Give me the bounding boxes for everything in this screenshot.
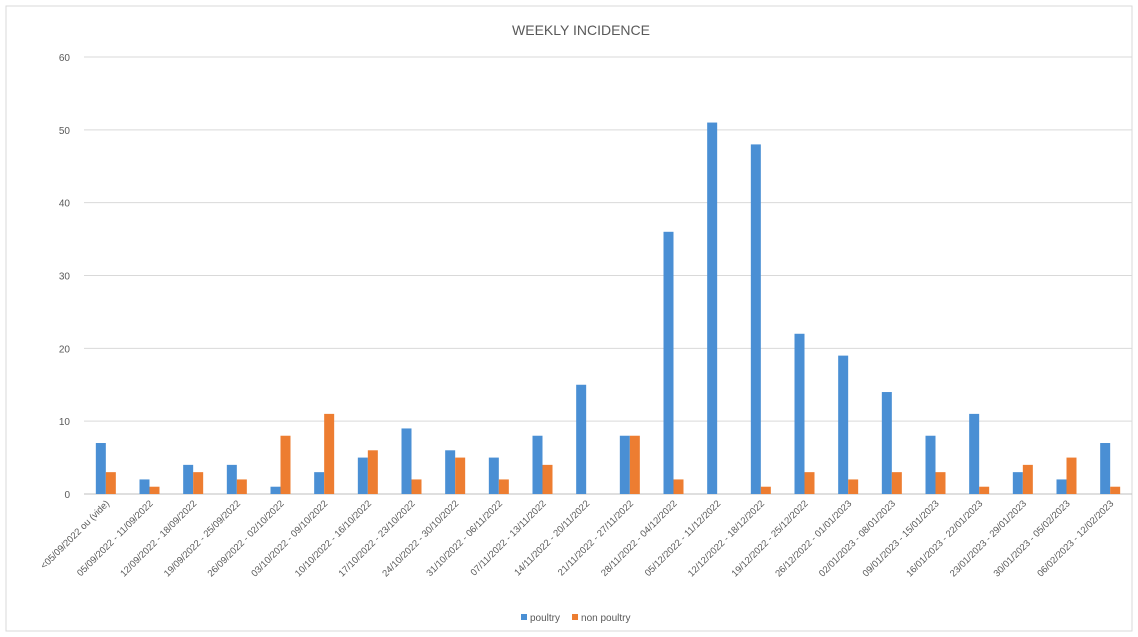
bar-poultry bbox=[357, 457, 368, 494]
y-tick-label: 60 bbox=[59, 53, 71, 64]
bar-poultry bbox=[1056, 479, 1067, 494]
bar-poultry bbox=[707, 122, 718, 495]
bar-non-poultry bbox=[673, 479, 684, 494]
bar-non-poultry bbox=[1110, 486, 1121, 494]
bar-poultry bbox=[139, 479, 150, 494]
bars bbox=[95, 122, 1121, 495]
bar-poultry bbox=[794, 333, 805, 494]
y-axis: 0 10 20 30 40 50 60 bbox=[59, 53, 71, 501]
bar-poultry bbox=[488, 457, 499, 494]
bar-poultry bbox=[881, 392, 892, 494]
chart-title: WEEKLY INCIDENCE bbox=[512, 22, 650, 38]
bar-poultry bbox=[925, 435, 936, 494]
bar-poultry bbox=[270, 486, 281, 494]
bar-non-poultry bbox=[236, 479, 247, 494]
bar-poultry bbox=[532, 435, 543, 494]
y-tick-label: 10 bbox=[59, 417, 71, 428]
bar-poultry bbox=[445, 450, 456, 494]
bar-poultry bbox=[838, 355, 849, 494]
bar-poultry bbox=[401, 428, 412, 494]
legend-label-non-poultry: non poultry bbox=[581, 613, 630, 624]
legend-swatch-non-poultry bbox=[572, 614, 579, 620]
bar-non-poultry bbox=[411, 479, 422, 494]
bar-poultry bbox=[95, 443, 106, 494]
legend: poultry non poultry bbox=[521, 613, 631, 624]
legend-label-poultry: poultry bbox=[530, 613, 560, 624]
bar-non-poultry bbox=[280, 435, 291, 494]
chart-border bbox=[5, 5, 1133, 632]
bar-non-poultry bbox=[848, 479, 859, 494]
y-tick-label: 0 bbox=[64, 490, 70, 501]
bar-poultry bbox=[619, 435, 630, 494]
bar-non-poultry bbox=[193, 472, 204, 494]
bar-poultry bbox=[1012, 472, 1023, 494]
bar-non-poultry bbox=[979, 486, 990, 494]
bar-non-poultry bbox=[367, 450, 378, 494]
bar-non-poultry bbox=[542, 464, 553, 494]
y-tick-label: 40 bbox=[59, 199, 71, 210]
bar-non-poultry bbox=[804, 472, 815, 494]
y-tick-label: 50 bbox=[59, 126, 71, 137]
bar-non-poultry bbox=[891, 472, 902, 494]
bar-poultry bbox=[750, 144, 761, 494]
gridlines bbox=[84, 56, 1132, 495]
bar-poultry bbox=[576, 384, 587, 494]
bar-poultry bbox=[226, 464, 237, 494]
bar-non-poultry bbox=[935, 472, 946, 494]
bar-non-poultry bbox=[760, 486, 771, 494]
y-tick-label: 30 bbox=[59, 272, 71, 283]
y-tick-label: 20 bbox=[59, 344, 71, 355]
bar-poultry bbox=[314, 472, 325, 494]
bar-non-poultry bbox=[149, 486, 160, 494]
bar-non-poultry bbox=[455, 457, 466, 494]
bar-non-poultry bbox=[105, 472, 116, 494]
bar-non-poultry bbox=[629, 435, 640, 494]
bar-poultry bbox=[969, 413, 980, 494]
legend-swatch-poultry bbox=[521, 614, 527, 620]
bar-non-poultry bbox=[1066, 457, 1077, 494]
bar-poultry bbox=[663, 231, 674, 495]
bar-non-poultry bbox=[498, 479, 509, 494]
bar-non-poultry bbox=[324, 413, 335, 494]
bar-poultry bbox=[1100, 443, 1111, 494]
bar-non-poultry bbox=[1022, 464, 1033, 494]
bar-poultry bbox=[183, 464, 194, 494]
